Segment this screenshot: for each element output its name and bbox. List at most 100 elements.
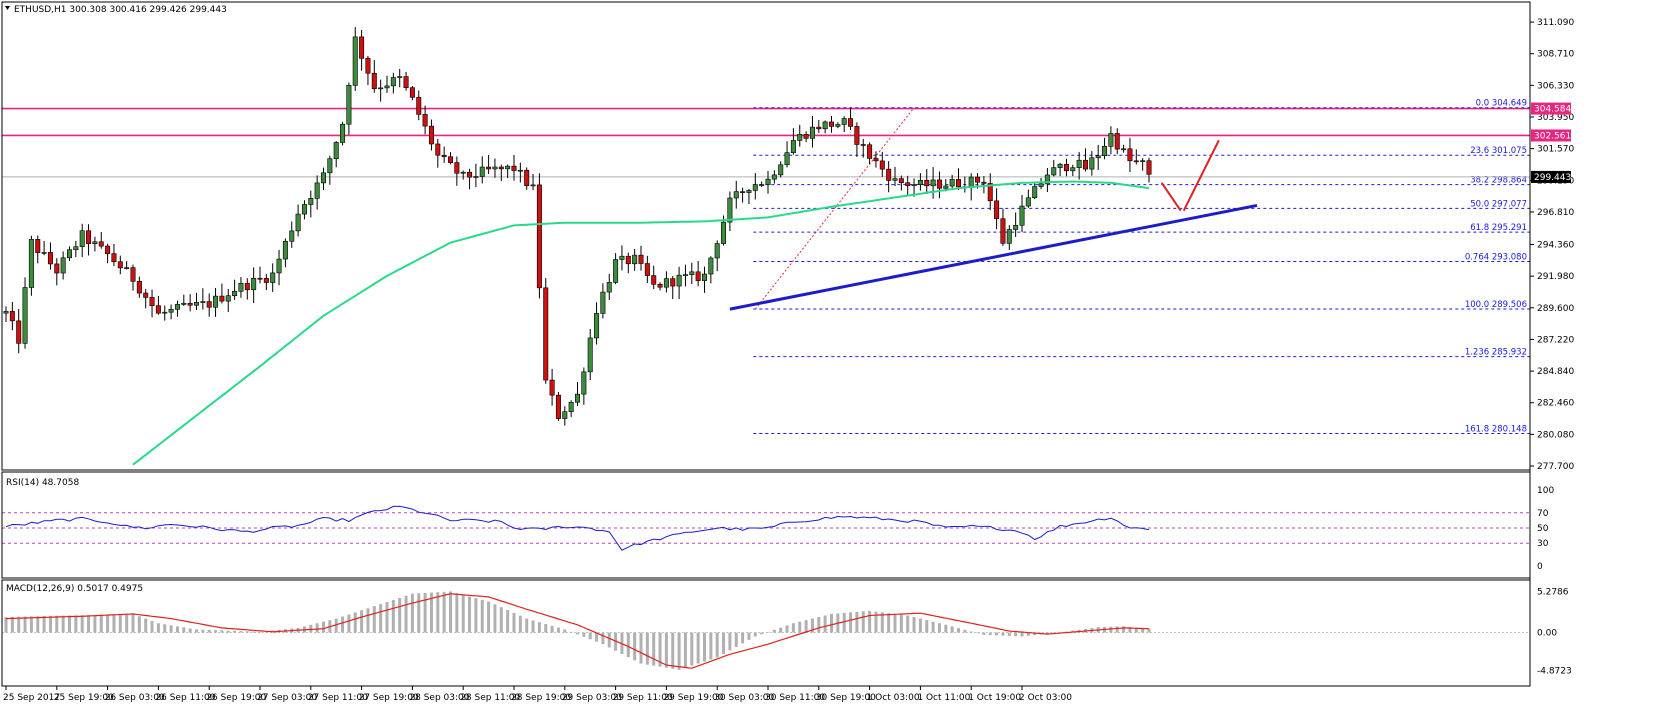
candlestick <box>117 255 123 275</box>
candlestick <box>187 294 193 312</box>
bearish-candle-body <box>257 277 263 280</box>
candlestick <box>1102 137 1108 160</box>
candlestick <box>181 294 187 306</box>
bullish-candle-body <box>574 393 580 403</box>
bullish-candle-body <box>701 273 707 281</box>
macd-histogram-bar <box>1020 632 1024 637</box>
macd-histogram-bar <box>937 623 941 633</box>
candlestick <box>511 154 517 181</box>
bullish-candle-body <box>1121 148 1127 151</box>
chart-title: ETHUSD,H1 300.308 300.416 299.426 299.44… <box>14 5 227 15</box>
candlestick <box>1133 149 1139 165</box>
macd-histogram-bar <box>468 596 472 633</box>
macd-histogram-bar <box>607 632 611 648</box>
bearish-candle-body <box>117 261 123 269</box>
macd-histogram-bar <box>957 628 960 633</box>
bullish-candle-body <box>778 164 784 176</box>
macd-histogram-bar <box>220 630 224 633</box>
macd-histogram-bar <box>963 629 967 633</box>
bullish-candle-body <box>1095 155 1101 159</box>
bearish-candle-body <box>371 72 377 90</box>
bullish-candle-body <box>22 287 28 344</box>
candlestick <box>955 168 961 191</box>
bullish-candle-body <box>314 182 320 199</box>
bearish-candle-body <box>47 252 53 265</box>
bullish-candle-body <box>174 304 180 310</box>
bearish-candle-body <box>149 297 155 306</box>
bullish-candle-body <box>841 118 847 125</box>
candlestick <box>536 173 542 299</box>
price-tick-label: 308.710 <box>1537 50 1574 60</box>
macd-histogram-bar <box>537 622 541 633</box>
candlestick <box>568 400 574 417</box>
bullish-candle-body <box>73 246 79 251</box>
bullish-candle-body <box>733 191 739 199</box>
macd-histogram-bar <box>258 631 262 633</box>
bearish-candle-body <box>86 230 92 245</box>
candlestick <box>581 367 587 405</box>
candlestick <box>784 141 790 168</box>
candlestick <box>587 328 593 381</box>
macd-histogram-bar <box>588 632 592 640</box>
macd-histogram-bar <box>1001 632 1005 636</box>
candlestick <box>130 264 136 291</box>
moving-average-line <box>132 180 1150 466</box>
time-tick-label: 28 Sep 03:00 <box>409 693 469 703</box>
candlestick <box>886 161 892 193</box>
candlestick <box>263 274 269 291</box>
time-tick-label: 1 Oct 11:00 <box>917 693 970 703</box>
candlestick <box>936 171 942 199</box>
candlestick <box>378 79 384 102</box>
bearish-candle-body <box>143 292 149 298</box>
bullish-candle-body <box>917 180 923 185</box>
bullish-candle-body <box>581 371 587 395</box>
bearish-candle-body <box>359 36 365 59</box>
bullish-candle-body <box>301 204 307 215</box>
macd-histogram-bar <box>93 614 97 633</box>
macd-histogram-bar <box>1147 628 1151 633</box>
time-tick-label: 27 Sep 11:00 <box>308 693 368 703</box>
candlestick <box>905 175 911 197</box>
candlestick <box>1083 148 1089 172</box>
bullish-candle-body <box>676 274 682 287</box>
macd-histogram-bar <box>696 632 700 664</box>
macd-histogram-bar <box>925 620 929 633</box>
macd-histogram-bar <box>734 632 738 647</box>
candlestick <box>663 271 669 293</box>
bullish-candle-body <box>606 282 612 293</box>
macd-histogram-bar <box>703 632 706 662</box>
macd-histogram-bar <box>442 591 446 633</box>
bullish-candle-body <box>517 169 523 172</box>
candlestick <box>682 264 688 287</box>
bearish-candle-body <box>511 165 517 171</box>
bullish-candle-body <box>3 311 9 314</box>
bullish-candle-body <box>600 291 606 314</box>
bearish-candle-body <box>898 178 904 184</box>
bearish-candle-body <box>467 171 473 178</box>
candlestick <box>1095 144 1101 170</box>
candlestick <box>911 178 917 197</box>
fib-level-label: 50.0 297.077 <box>1470 199 1527 209</box>
bullish-candle-body <box>1013 224 1019 230</box>
candlestick <box>600 283 606 319</box>
bearish-candle-body <box>187 302 193 306</box>
bullish-candle-body <box>327 158 333 174</box>
candlestick <box>657 282 663 291</box>
macd-histogram-bar <box>779 627 783 633</box>
bearish-candle-body <box>365 58 371 74</box>
macd-histogram-bar <box>950 626 954 633</box>
bullish-candle-body <box>282 240 288 260</box>
candlestick <box>136 276 142 298</box>
macd-histogram-bar <box>633 632 637 661</box>
time-tick-label: 28 Sep 19:00 <box>511 693 571 703</box>
bearish-candle-body <box>1127 148 1133 162</box>
bearish-candle-body <box>873 158 879 162</box>
time-tick-label: 2 Oct 03:00 <box>1019 693 1072 703</box>
bullish-candle-body <box>194 302 200 306</box>
candlestick <box>340 121 346 146</box>
bearish-candle-body <box>1083 159 1089 170</box>
bearish-candle-body <box>803 134 809 139</box>
bearish-candle-body <box>695 271 701 281</box>
macd-histogram-bar <box>379 604 383 633</box>
projection-up-line <box>1182 139 1220 212</box>
